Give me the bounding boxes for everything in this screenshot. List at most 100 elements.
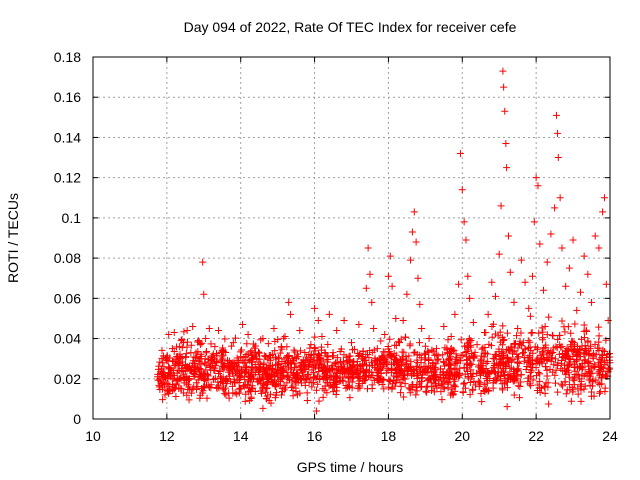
data-point [370, 325, 378, 332]
y-tick-label: 0.16 [54, 89, 81, 105]
data-point [531, 343, 539, 351]
data-point [421, 342, 429, 350]
data-point [187, 349, 195, 357]
data-point [263, 395, 271, 403]
data-point [398, 376, 406, 384]
data-point [517, 329, 525, 337]
data-point [199, 258, 207, 266]
data-point [339, 357, 347, 365]
data-point [577, 335, 585, 343]
data-point [585, 366, 593, 374]
data-point [185, 375, 193, 383]
data-point [226, 377, 234, 385]
data-point [248, 385, 256, 393]
data-point [466, 391, 474, 399]
data-point [542, 363, 550, 371]
data-point [560, 323, 568, 331]
data-point [311, 333, 319, 341]
data-point [258, 385, 266, 393]
data-point [497, 202, 505, 210]
data-point [424, 369, 432, 377]
data-point [500, 336, 508, 344]
data-point [274, 354, 282, 362]
data-point [263, 392, 271, 400]
data-point [303, 375, 311, 383]
data-point [319, 372, 327, 380]
data-point [344, 359, 352, 367]
data-point [298, 369, 306, 377]
y-tick-label: 0.1 [62, 210, 82, 226]
data-point [180, 389, 188, 397]
data-point [396, 356, 404, 364]
data-point [393, 366, 401, 374]
data-point [155, 383, 163, 391]
data-point [521, 345, 529, 353]
data-point [305, 350, 313, 358]
data-point [545, 313, 553, 321]
data-point [306, 360, 314, 368]
data-point [399, 355, 407, 363]
data-point [522, 365, 530, 373]
data-point [499, 367, 507, 375]
data-point [348, 339, 355, 347]
data-point [400, 393, 408, 401]
data-point [172, 392, 180, 400]
data-point [453, 359, 461, 367]
data-point [580, 356, 588, 364]
data-point [256, 364, 264, 372]
data-point [268, 378, 276, 386]
data-point [514, 382, 522, 390]
data-point [510, 340, 518, 348]
data-point [482, 386, 490, 394]
data-point [494, 332, 502, 340]
data-point [553, 344, 561, 352]
data-point [516, 394, 524, 402]
data-point [183, 363, 191, 371]
data-point [538, 324, 546, 332]
data-point [272, 361, 280, 369]
data-point [324, 341, 332, 348]
data-point [167, 371, 175, 379]
data-point [397, 389, 405, 397]
data-point [595, 344, 603, 352]
data-point [327, 364, 335, 372]
data-point [541, 382, 549, 390]
data-point [271, 368, 279, 376]
data-point [470, 353, 478, 361]
data-point [458, 186, 466, 194]
data-point [596, 388, 604, 396]
data-point [355, 320, 363, 328]
data-point [289, 356, 297, 364]
data-point [217, 374, 225, 382]
data-point [364, 244, 372, 252]
data-point [595, 338, 603, 346]
data-point [350, 345, 358, 353]
data-point [239, 320, 247, 328]
data-point [366, 270, 374, 278]
data-point [231, 334, 239, 342]
data-point [283, 359, 291, 367]
data-point [325, 310, 333, 318]
data-point [398, 361, 406, 369]
data-point [453, 372, 461, 380]
data-point [573, 348, 581, 356]
data-point [464, 272, 472, 280]
data-point [241, 359, 249, 367]
data-point [288, 377, 296, 385]
data-point [476, 367, 484, 375]
data-point [314, 316, 322, 324]
data-point [586, 372, 594, 380]
data-point [573, 352, 581, 360]
data-point [526, 380, 534, 388]
data-point [248, 373, 256, 381]
data-point [397, 367, 405, 375]
data-point [443, 346, 451, 354]
data-point [190, 370, 198, 378]
data-point [554, 388, 562, 396]
data-point [212, 350, 220, 358]
data-point [362, 284, 370, 292]
data-point [498, 348, 506, 356]
data-point [284, 371, 292, 379]
data-point [490, 361, 498, 369]
data-point [517, 378, 525, 386]
